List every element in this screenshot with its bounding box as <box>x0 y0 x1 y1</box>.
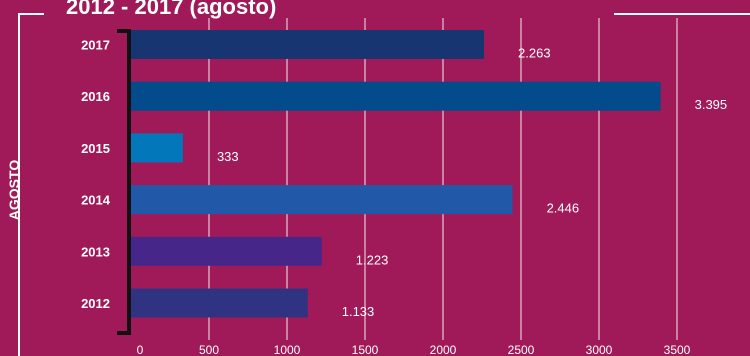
value-label: 333 <box>217 149 239 164</box>
category-label: 2013 <box>81 244 110 259</box>
value-label: 2.446 <box>547 201 580 216</box>
bar <box>131 288 308 318</box>
x-tick-label: 0 <box>137 343 144 356</box>
value-label: 2.263 <box>518 46 551 61</box>
value-label: 1.223 <box>356 252 389 267</box>
x-tick-label: 3500 <box>664 343 691 356</box>
x-tick-label: 1500 <box>352 343 379 356</box>
value-label: 3.395 <box>695 97 728 112</box>
frame-left-line <box>18 13 20 356</box>
category-label: 2016 <box>81 89 110 104</box>
category-label: 2015 <box>81 141 110 156</box>
bar <box>131 30 485 59</box>
category-label: 2012 <box>81 296 110 311</box>
chart-title: 2012 - 2017 (agosto) <box>66 0 277 19</box>
value-label: 1.133 <box>342 304 375 319</box>
frame-top-right-line <box>614 13 750 15</box>
category-label: 2014 <box>81 193 111 208</box>
bar <box>131 81 661 111</box>
x-tick-label: 2500 <box>508 343 535 356</box>
x-tick-label: 500 <box>199 343 219 356</box>
x-tick-label: 1000 <box>274 343 301 356</box>
x-tick-label: 3000 <box>586 343 613 356</box>
bar <box>131 185 513 215</box>
category-label: 2017 <box>81 38 110 53</box>
bar <box>131 236 322 266</box>
frame-top-left-line <box>18 13 44 15</box>
x-tick-label: 2000 <box>430 343 457 356</box>
bar <box>131 133 183 163</box>
